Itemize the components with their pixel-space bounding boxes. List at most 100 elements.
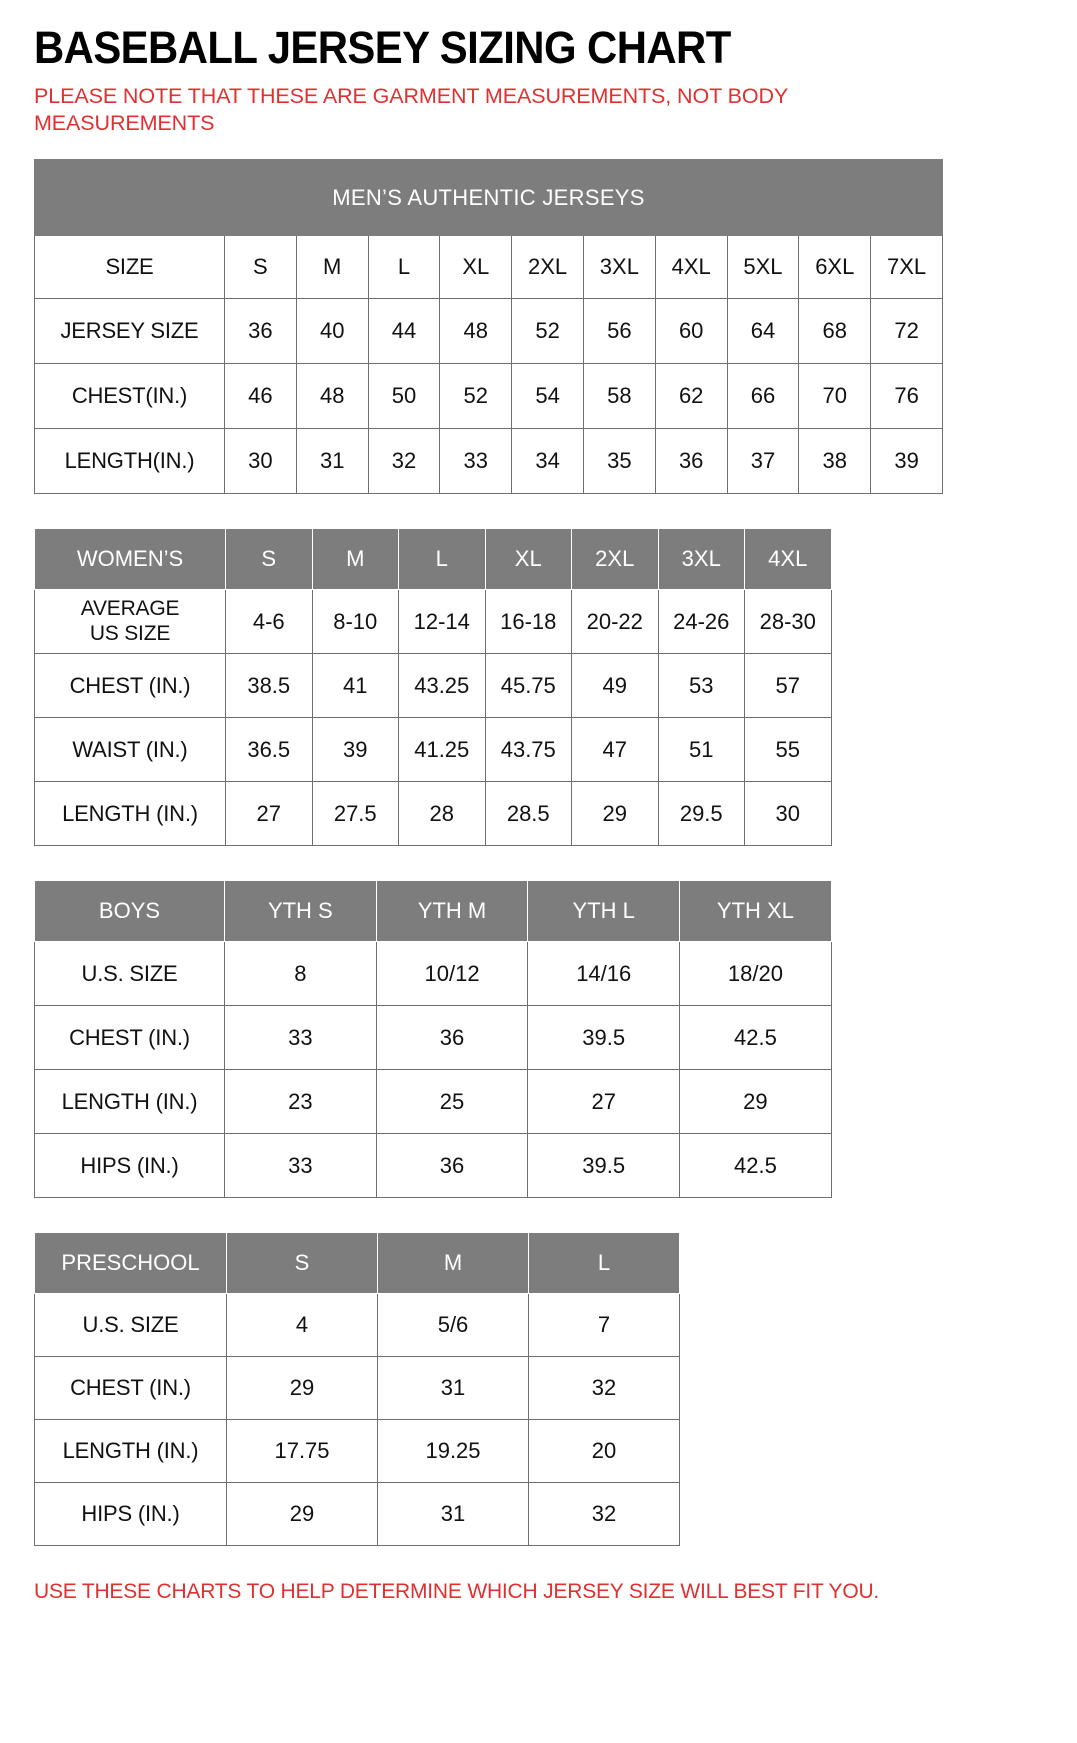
boys-cell: 10/12 (375, 941, 529, 1006)
men-banner-row: MEN’S AUTHENTIC JERSEYS (34, 159, 943, 236)
boys-cell: 39.5 (527, 1005, 681, 1070)
preschool-cell: 4 (226, 1293, 378, 1357)
table-row: LENGTH(IN.) 30 31 32 33 34 35 36 37 38 3… (34, 428, 943, 494)
preschool-cell: 5/6 (377, 1293, 529, 1357)
women-row-label-line1: AVERAGE (80, 597, 180, 621)
men-col-header: 3XL (582, 235, 656, 299)
table-row: CHEST (IN.) 29 31 32 (34, 1356, 680, 1420)
boys-cell: 23 (224, 1069, 377, 1134)
women-col-header: XL (484, 528, 572, 590)
table-row: AVERAGE US SIZE 4-6 8-10 12-14 16-18 20-… (34, 589, 832, 654)
boys-cell: 8 (224, 941, 377, 1006)
page-title: BASEBALL JERSEY SIZING CHART (34, 22, 731, 73)
men-row-label: JERSEY SIZE (34, 298, 225, 364)
women-col-header: S (225, 528, 313, 590)
preschool-cell: 7 (528, 1293, 680, 1357)
women-cell: 57 (744, 653, 832, 718)
women-col-header: M (311, 528, 399, 590)
women-cell: 41.25 (398, 717, 486, 782)
men-cell: 39 (870, 428, 943, 494)
men-header-row: SIZE S M L XL 2XL 3XL 4XL 5XL 6XL 7XL (34, 235, 943, 299)
boys-row-label: CHEST (IN.) (34, 1005, 225, 1070)
women-cell: 27.5 (311, 781, 399, 846)
women-cell: 55 (744, 717, 832, 782)
table-row: LENGTH (IN.) 27 27.5 28 28.5 29 29.5 30 (34, 781, 832, 846)
men-cell: 30 (224, 428, 297, 494)
men-cell: 46 (224, 363, 297, 429)
table-row: LENGTH (IN.) 23 25 27 29 (34, 1069, 832, 1134)
table-row: HIPS (IN.) 29 31 32 (34, 1482, 680, 1546)
boys-row-label: HIPS (IN.) (34, 1133, 225, 1198)
men-col-header: XL (439, 235, 513, 299)
boys-cell: 42.5 (679, 1133, 832, 1198)
women-cell: 49 (571, 653, 659, 718)
men-cell: 76 (870, 363, 943, 429)
mens-sizing-table: MEN’S AUTHENTIC JERSEYS SIZE S M L XL 2X… (34, 159, 943, 494)
table-row: U.S. SIZE 8 10/12 14/16 18/20 (34, 941, 832, 1006)
boys-cell: 29 (679, 1069, 832, 1134)
preschool-corner-label: PRESCHOOL (34, 1232, 227, 1294)
women-cell: 28 (398, 781, 486, 846)
women-col-header: 2XL (571, 528, 659, 590)
table-row: JERSEY SIZE 36 40 44 48 52 56 60 64 68 7… (34, 298, 943, 364)
preschool-cell: 29 (226, 1482, 378, 1546)
preschool-col-header: S (226, 1232, 378, 1294)
men-col-header: 2XL (511, 235, 584, 299)
boys-cell: 18/20 (679, 941, 832, 1006)
men-cell: 31 (295, 428, 369, 494)
preschool-cell: 20 (528, 1419, 680, 1483)
boys-cell: 42.5 (679, 1005, 832, 1070)
men-cell: 50 (367, 363, 441, 429)
women-col-header: 3XL (657, 528, 745, 590)
men-row-label: LENGTH(IN.) (34, 428, 225, 494)
boys-cell: 33 (224, 1005, 377, 1070)
table-row: WAIST (IN.) 36.5 39 41.25 43.75 47 51 55 (34, 717, 832, 782)
men-col-header: 7XL (870, 235, 943, 299)
measurement-note: PLEASE NOTE THAT THESE ARE GARMENT MEASU… (34, 84, 788, 136)
men-cell: 37 (726, 428, 800, 494)
preschool-sizing-table: PRESCHOOL S M L U.S. SIZE 4 5/6 7 CHEST … (34, 1232, 680, 1546)
boys-cell: 27 (527, 1069, 681, 1134)
boys-cell: 36 (375, 1005, 529, 1070)
men-cell: 40 (295, 298, 369, 364)
women-corner-label: WOMEN’S (34, 528, 226, 590)
women-cell: 28.5 (484, 781, 572, 846)
women-cell: 8-10 (311, 589, 399, 654)
women-row-label: AVERAGE US SIZE (34, 589, 226, 654)
women-table-body: WOMEN’S S M L XL 2XL 3XL 4XL AVERAGE US … (34, 528, 832, 846)
boys-cell: 33 (224, 1133, 377, 1198)
boys-col-header: YTH M (375, 880, 529, 942)
boys-sizing-table: BOYS YTH S YTH M YTH L YTH XL U.S. SIZE … (34, 880, 832, 1198)
women-cell: 12-14 (398, 589, 486, 654)
women-row-label: WAIST (IN.) (34, 717, 226, 782)
footer-note: USE THESE CHARTS TO HELP DETERMINE WHICH… (34, 1580, 880, 1603)
women-row-label: LENGTH (IN.) (34, 781, 226, 846)
women-cell: 16-18 (484, 589, 572, 654)
women-cell: 47 (571, 717, 659, 782)
men-col-header: S (224, 235, 297, 299)
table-row: HIPS (IN.) 33 36 39.5 42.5 (34, 1133, 832, 1198)
preschool-cell: 31 (377, 1356, 529, 1420)
preschool-table-body: PRESCHOOL S M L U.S. SIZE 4 5/6 7 CHEST … (34, 1232, 680, 1546)
boys-table-body: BOYS YTH S YTH M YTH L YTH XL U.S. SIZE … (34, 880, 832, 1198)
women-col-header: L (398, 528, 486, 590)
boys-row-label: LENGTH (IN.) (34, 1069, 225, 1134)
men-cell: 62 (654, 363, 728, 429)
men-cell: 33 (439, 428, 513, 494)
women-cell: 39 (311, 717, 399, 782)
women-cell: 27 (225, 781, 313, 846)
women-row-label-line2: US SIZE (89, 621, 171, 645)
men-cell: 48 (295, 363, 369, 429)
preschool-cell: 32 (528, 1482, 680, 1546)
men-cell: 64 (726, 298, 800, 364)
men-col-header: 6XL (798, 235, 872, 299)
preschool-row-label: HIPS (IN.) (34, 1482, 227, 1546)
men-cell: 70 (798, 363, 872, 429)
men-col-header: L (367, 235, 441, 299)
womens-sizing-table: WOMEN’S S M L XL 2XL 3XL 4XL AVERAGE US … (34, 528, 832, 846)
men-cell: 48 (439, 298, 513, 364)
women-cell: 29 (571, 781, 659, 846)
women-cell: 24-26 (657, 589, 745, 654)
table-row: CHEST (IN.) 33 36 39.5 42.5 (34, 1005, 832, 1070)
preschool-col-header: M (377, 1232, 529, 1294)
